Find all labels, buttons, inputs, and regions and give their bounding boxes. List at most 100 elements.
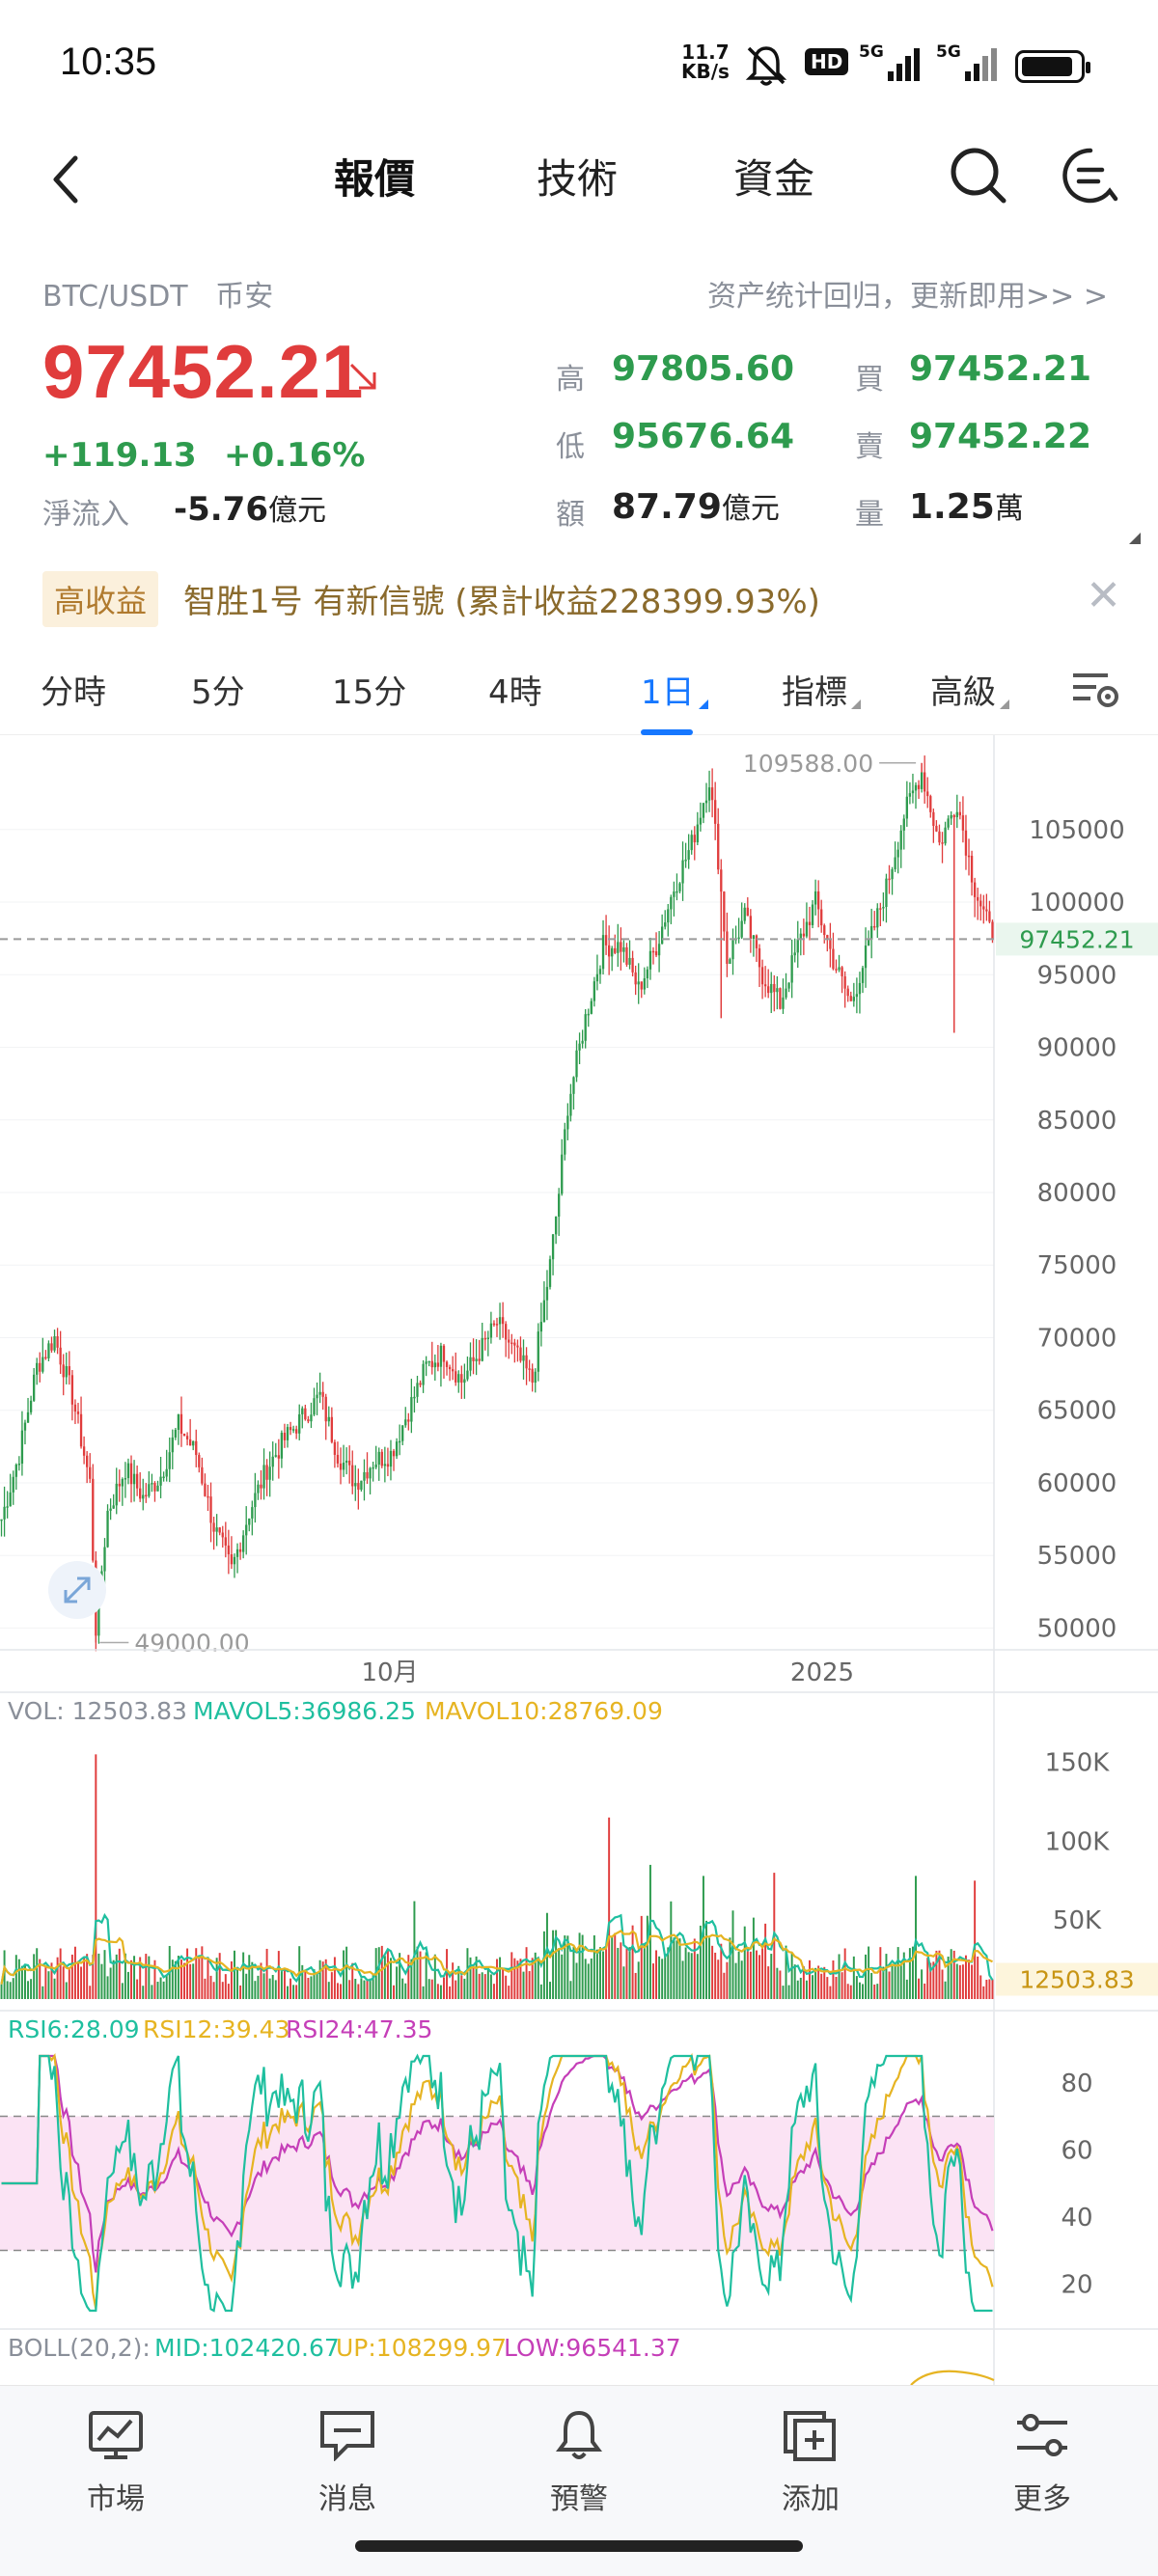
period-tab-indicators[interactable]: 指標 <box>782 666 861 713</box>
candle-body <box>823 925 826 936</box>
candle-body <box>684 859 687 862</box>
candle-body <box>339 1463 343 1470</box>
candle-body <box>746 907 749 917</box>
chart-settings-icon[interactable] <box>1069 668 1121 712</box>
candle-body <box>643 978 646 990</box>
signal-text[interactable]: 智胜1号 有新信號 (累計收益228399.93%) <box>183 583 820 621</box>
candle-body <box>911 790 915 794</box>
close-icon[interactable]: ✕ <box>1086 571 1121 620</box>
candle-body <box>336 1454 340 1464</box>
volume-bar <box>767 1966 770 1999</box>
volume-bar <box>227 1984 230 1999</box>
candle-body <box>554 1217 558 1235</box>
candle-body <box>277 1455 280 1459</box>
volume-bar <box>558 1948 561 1999</box>
boll-low-label: LOW:96541.37 <box>504 2334 681 2362</box>
volume-bar <box>369 1978 372 1999</box>
candle-body <box>808 921 812 925</box>
candle-body <box>188 1439 192 1446</box>
volume-bar <box>823 1966 826 1999</box>
candle-body <box>637 981 640 985</box>
candle-body <box>218 1527 221 1533</box>
bottom-nav-more[interactable]: 更多 <box>975 2409 1110 2517</box>
candle-body <box>321 1391 324 1397</box>
candle-body <box>195 1440 198 1456</box>
period-tab-5m[interactable]: 5分 <box>191 673 245 712</box>
back-arrow-icon[interactable] <box>46 152 85 206</box>
candle-body <box>826 935 829 940</box>
candle-body <box>673 891 676 897</box>
volume-bar <box>262 1973 265 1999</box>
tab-funds[interactable]: 資金 <box>733 156 815 202</box>
volume-bar <box>83 1957 86 1999</box>
bell-icon <box>556 2410 602 2459</box>
price-axis: 105000 100000 95000 90000 85000 80000 75000 700… <box>1029 816 1124 1644</box>
volume-bar <box>829 1986 832 1999</box>
candle-body <box>32 1374 36 1401</box>
candle-body <box>979 900 982 907</box>
bottom-nav-messages[interactable]: 消息 <box>280 2409 415 2517</box>
volume-bar <box>106 1976 109 1999</box>
volume-bar <box>808 1959 811 1999</box>
candle-body <box>460 1374 463 1384</box>
period-tab-4h[interactable]: 4時 <box>488 673 542 712</box>
volume-bar <box>449 1986 452 1999</box>
volume-bar <box>53 1978 56 1999</box>
candle-body <box>811 904 814 925</box>
kline-chart[interactable]: 105000 100000 95000 90000 85000 80000 75000 700… <box>0 735 1158 2385</box>
candle-body <box>298 1413 301 1434</box>
candle-body <box>404 1419 407 1426</box>
dropdown-triangle-icon <box>851 699 861 709</box>
candle-body <box>153 1483 156 1492</box>
fullscreen-button[interactable] <box>48 1561 106 1619</box>
period-tab-15m[interactable]: 15分 <box>332 673 407 712</box>
volume-bar <box>915 1876 917 1999</box>
search-icon[interactable] <box>948 145 1009 206</box>
volume-bar <box>817 1965 820 1999</box>
candle-body <box>648 950 652 970</box>
candle-body <box>852 997 855 1001</box>
candle-body <box>950 814 952 819</box>
candle-body <box>799 933 802 940</box>
period-tab-timeshare[interactable]: 分時 <box>41 673 106 712</box>
volume-bar <box>575 1962 578 1999</box>
signal-banner[interactable]: 高收益 智胜1号 有新信號 (累計收益228399.93%) ✕ <box>0 562 1158 639</box>
candle-body <box>961 815 965 831</box>
volume-bar <box>251 1961 254 1999</box>
candle-body <box>185 1436 189 1439</box>
bottom-nav-add[interactable]: 添加 <box>743 2409 878 2517</box>
volume-bar <box>513 1958 516 1999</box>
candle-body <box>787 982 790 989</box>
period-tab-advanced[interactable]: 高級 <box>930 666 1009 713</box>
candle-body <box>283 1433 287 1440</box>
promo-link[interactable]: 资产统计回归，更新即用>> > <box>707 280 1108 314</box>
volume-bar <box>684 1947 687 1999</box>
tab-technical[interactable]: 技術 <box>537 156 619 202</box>
volume-bar <box>380 1945 383 1999</box>
net-speed: 11.7 KB/s <box>681 41 730 83</box>
candle-body <box>664 922 667 927</box>
high-value: 97805.60 <box>612 349 795 389</box>
x-label-oct: 10月 <box>361 1658 418 1687</box>
bottom-nav-market[interactable]: 市場 <box>48 2409 183 2517</box>
volume-bar <box>752 1917 755 1999</box>
chat-menu-icon[interactable] <box>1060 145 1121 206</box>
volume-bar <box>492 1984 495 1999</box>
candle-body <box>917 784 921 789</box>
candle-body <box>558 1193 561 1218</box>
volume-bar <box>292 1985 295 1999</box>
candle-body <box>363 1471 366 1481</box>
volume-bar <box>130 1959 132 1999</box>
volume-bar <box>608 1817 611 1999</box>
volume-bar <box>44 1966 47 1999</box>
period-tab-1d[interactable]: 1日 <box>641 666 708 713</box>
rsi-tick: 20 <box>1061 2270 1092 2299</box>
expand-corner-icon[interactable] <box>1129 533 1141 544</box>
bottom-nav-alerts[interactable]: 預警 <box>511 2409 647 2517</box>
candle-body <box>676 891 678 893</box>
candle-body <box>779 988 782 1009</box>
candle-body <box>268 1466 271 1480</box>
volume-bar <box>696 1954 699 1999</box>
tab-quote[interactable]: 報價 <box>334 156 416 202</box>
volume-bar <box>410 1959 413 1999</box>
